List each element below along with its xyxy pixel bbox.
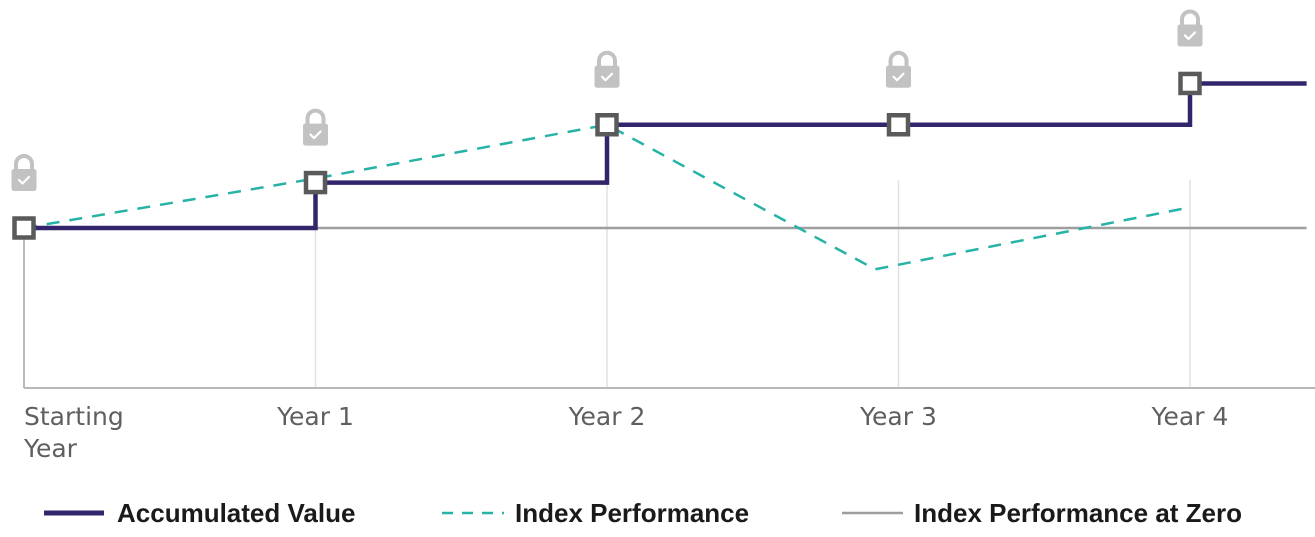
legend-label: Index Performance bbox=[515, 498, 749, 528]
square-marker-icon bbox=[303, 170, 328, 195]
lock-check-icon bbox=[886, 50, 911, 88]
square-marker-icon bbox=[595, 113, 619, 137]
grid-lines bbox=[314, 180, 1191, 388]
lock-check-icon bbox=[303, 108, 328, 146]
accumulated-value-layer bbox=[24, 81, 1307, 231]
square-marker-icon bbox=[12, 216, 36, 240]
square-marker-icon bbox=[1178, 71, 1202, 96]
lock-point-markers bbox=[11, 9, 1203, 240]
square-marker-icon bbox=[886, 113, 911, 137]
legend-item: Index Performance bbox=[442, 498, 749, 528]
lock-check-icon bbox=[11, 154, 37, 191]
series-accumulated-value-line bbox=[24, 81, 1307, 231]
x-tick-label: Starting Year bbox=[23, 402, 124, 463]
x-tick-label: Year 1 bbox=[276, 402, 354, 431]
lock-check-icon bbox=[1177, 9, 1203, 47]
legend-label: Accumulated Value bbox=[117, 498, 355, 528]
x-tick-label: Year 4 bbox=[1151, 402, 1229, 431]
x-axis bbox=[23, 228, 1315, 389]
lock-check-icon bbox=[594, 50, 620, 88]
legend-label: Index Performance at Zero bbox=[914, 498, 1242, 528]
x-tick-label: Year 3 bbox=[859, 402, 937, 431]
x-tick-label: Year 2 bbox=[568, 402, 646, 431]
legend-item: Accumulated Value bbox=[44, 498, 355, 528]
legend-item: Index Performance at Zero bbox=[842, 498, 1242, 528]
x-tick-labels: Starting Year Year 1 Year 2 Year 3 Year 4 bbox=[23, 402, 1228, 463]
legend: Accumulated Value Index Performance Index … bbox=[44, 498, 1242, 528]
